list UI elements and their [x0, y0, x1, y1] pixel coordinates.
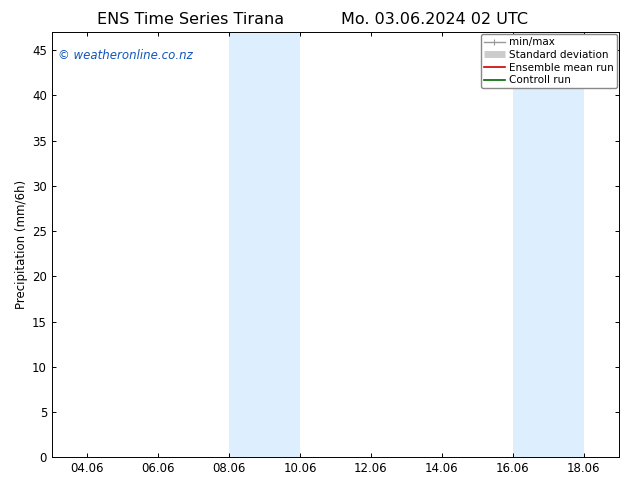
Bar	[513, 32, 583, 457]
Text: Mo. 03.06.2024 02 UTC: Mo. 03.06.2024 02 UTC	[341, 12, 527, 27]
Legend: min/max, Standard deviation, Ensemble mean run, Controll run: min/max, Standard deviation, Ensemble me…	[481, 34, 617, 88]
Bar	[229, 32, 300, 457]
Y-axis label: Precipitation (mm/6h): Precipitation (mm/6h)	[15, 180, 28, 309]
Text: © weatheronline.co.nz: © weatheronline.co.nz	[58, 49, 192, 62]
Text: ENS Time Series Tirana: ENS Time Series Tirana	[96, 12, 284, 27]
